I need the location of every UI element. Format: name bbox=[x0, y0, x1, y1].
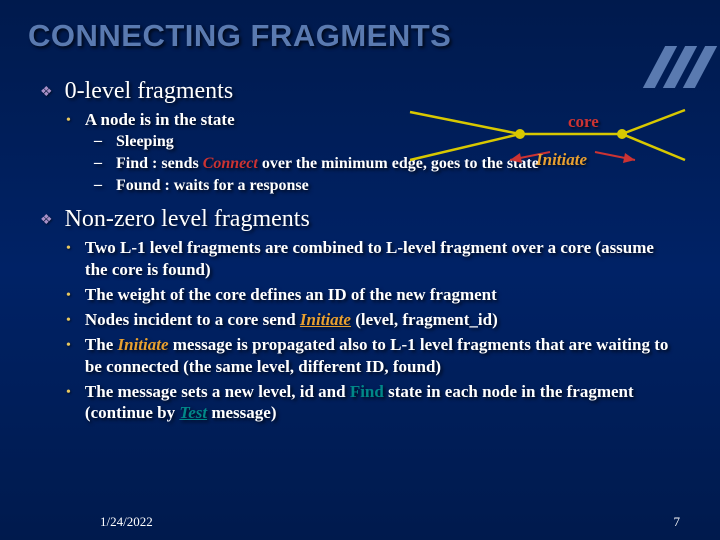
bullet-3: • Nodes incident to a core send Initiate… bbox=[66, 309, 680, 330]
bullet-5: • The message sets a new level, id and F… bbox=[66, 381, 680, 424]
kw-connect: Connect bbox=[203, 155, 258, 172]
footer-date: 1/24/2022 bbox=[100, 514, 153, 530]
bullet-text: The Initiate message is propagated also … bbox=[85, 334, 680, 377]
initiate-label: Initiate bbox=[536, 150, 587, 170]
section-nonzero: ❖ Non-zero level fragments bbox=[40, 206, 680, 233]
bullet-text: The weight of the core defines an ID of … bbox=[85, 284, 680, 305]
slide-footer: 1/24/2022 7 bbox=[0, 514, 720, 530]
heading-0level: 0-level fragments bbox=[65, 78, 234, 105]
bullet-text: Two L-1 level fragments are combined to … bbox=[85, 237, 680, 280]
dash-icon: – bbox=[94, 154, 102, 172]
bullet-icon: • bbox=[66, 313, 71, 329]
kw-initiate: Initiate bbox=[118, 335, 169, 354]
kw-test: Test bbox=[179, 403, 207, 422]
bullet-icon: • bbox=[66, 338, 71, 354]
bullet-icon: • bbox=[66, 288, 71, 304]
bullet-text: The message sets a new level, id and Fin… bbox=[85, 381, 680, 424]
kw-initiate: Initiate bbox=[300, 310, 351, 329]
bullet-icon: • bbox=[66, 385, 71, 401]
corner-stripes bbox=[650, 46, 720, 84]
footer-page: 7 bbox=[674, 514, 681, 530]
dash-icon: – bbox=[94, 132, 102, 150]
core-label: core bbox=[568, 112, 599, 132]
kw-find: Find bbox=[350, 382, 384, 401]
slide-title: CONNECTING FRAGMENTS bbox=[0, 0, 720, 54]
bullet-text: Nodes incident to a core send Initiate (… bbox=[85, 309, 680, 330]
diamond-icon: ❖ bbox=[40, 84, 53, 101]
bullet-icon: • bbox=[66, 113, 71, 129]
core-diagram: core Initiate bbox=[400, 90, 690, 185]
heading-nonzero: Non-zero level fragments bbox=[65, 206, 310, 233]
diamond-icon: ❖ bbox=[40, 212, 53, 229]
bullet-4: • The Initiate message is propagated als… bbox=[66, 334, 680, 377]
bullet-1: • Two L-1 level fragments are combined t… bbox=[66, 237, 680, 280]
dash-icon: – bbox=[94, 176, 102, 194]
bullet-icon: • bbox=[66, 241, 71, 257]
diagram-svg bbox=[400, 90, 690, 185]
bullet-2: • The weight of the core defines an ID o… bbox=[66, 284, 680, 305]
